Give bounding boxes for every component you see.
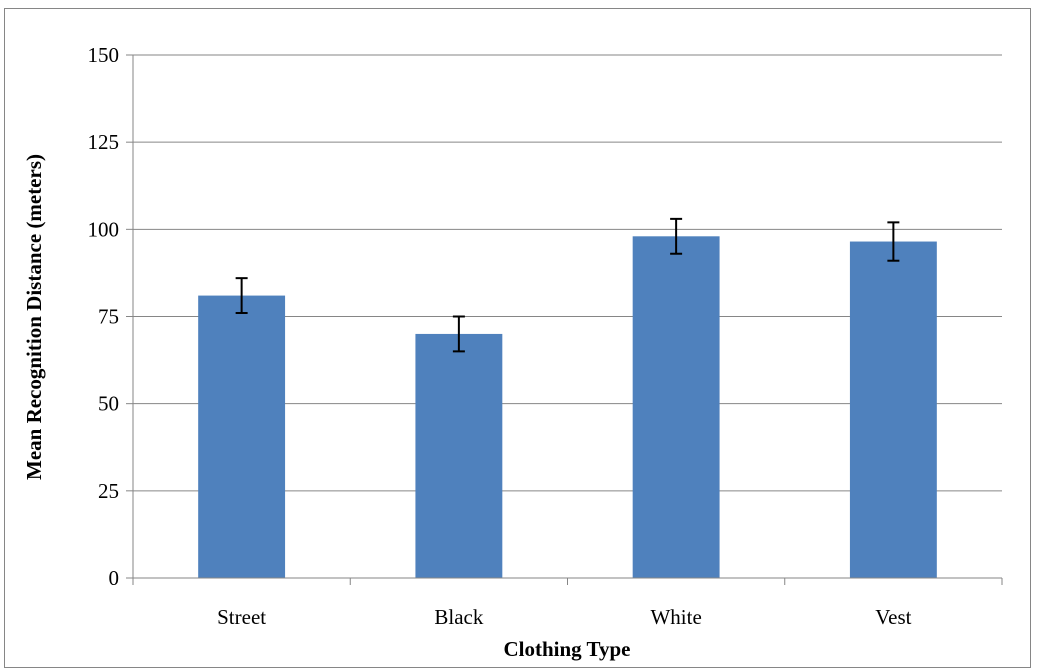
bar-vest <box>849 241 937 578</box>
x-axis-title: Clothing Type <box>503 637 630 661</box>
y-tick-label-1: 25 <box>98 479 119 503</box>
error-bars <box>235 217 900 353</box>
y-tick-label-3: 75 <box>98 305 119 329</box>
y-tick-label-6: 150 <box>88 43 120 67</box>
bar-black <box>415 333 503 578</box>
y-tick-label-2: 50 <box>98 392 119 416</box>
y-tick-label-4: 100 <box>88 217 120 241</box>
x-tick-labels: Street Black White Vest <box>217 605 911 629</box>
x-tick-label-black: Black <box>434 605 483 629</box>
y-tick-label-0: 0 <box>109 566 120 590</box>
bar-white <box>632 236 720 578</box>
x-tick-label-vest: Vest <box>875 605 911 629</box>
y-tick-labels: 0 25 50 75 100 125 150 <box>88 43 120 590</box>
x-tick-label-street: Street <box>217 605 266 629</box>
x-tick-label-white: White <box>650 605 701 629</box>
y-tick-label-5: 125 <box>88 130 120 154</box>
y-axis-title: Mean Recognition Distance (meters) <box>22 154 46 480</box>
axes <box>126 54 1003 585</box>
bar-street <box>198 295 286 578</box>
bars <box>198 236 937 578</box>
